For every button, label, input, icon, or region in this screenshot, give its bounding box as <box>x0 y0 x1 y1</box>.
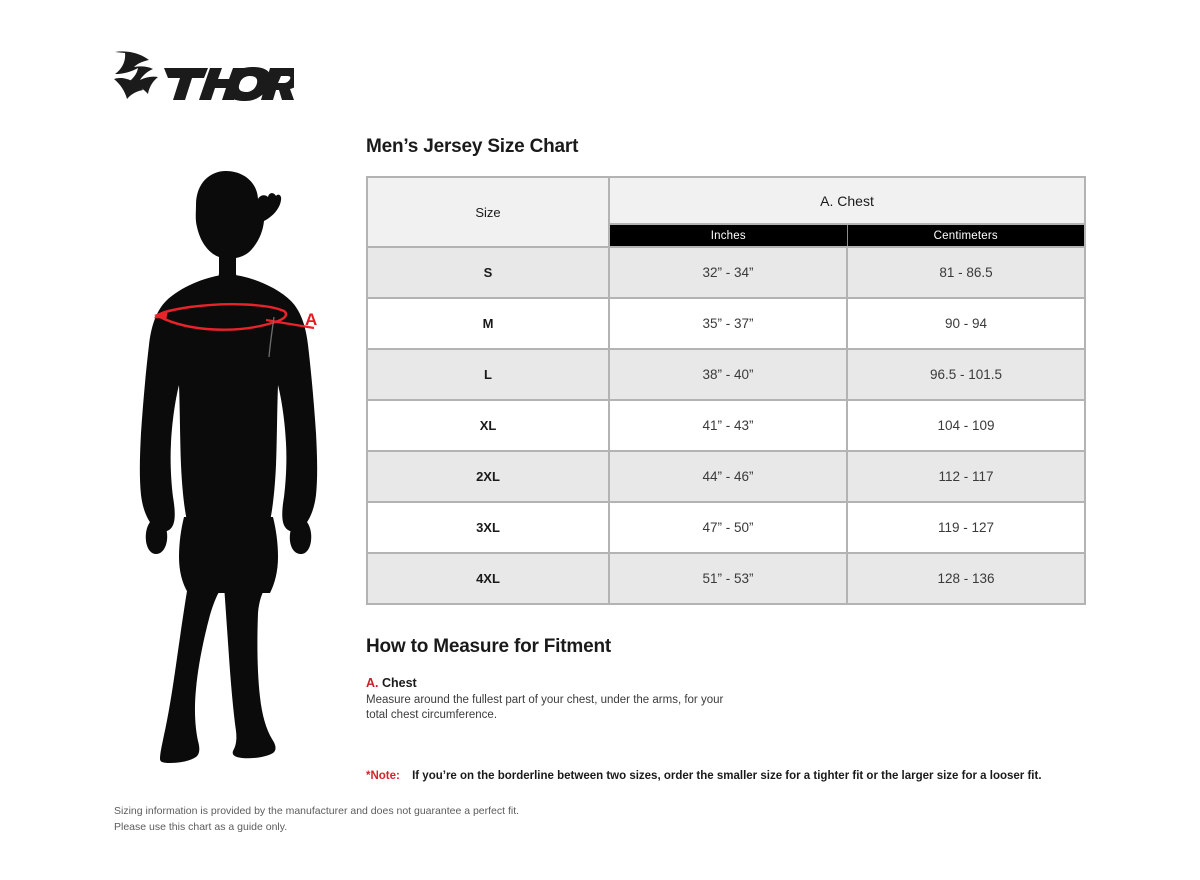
measure-item-chest: A. Chest Measure around the fullest part… <box>366 675 1066 723</box>
cell-size: L <box>366 348 610 401</box>
cell-inches: 38” - 40” <box>608 348 848 401</box>
cell-size: XL <box>366 399 610 452</box>
cell-size: 3XL <box>366 501 610 554</box>
header-inches: Inches <box>608 223 848 248</box>
header-chest-group: A. Chest <box>607 175 1087 226</box>
table-row: 2XL 44” - 46” 112 - 117 <box>366 450 1087 503</box>
cell-centimeters: 128 - 136 <box>845 552 1087 605</box>
table-row: L 38” - 40” 96.5 - 101.5 <box>366 348 1087 401</box>
thor-hammer-logo <box>112 48 303 110</box>
measure-name: Chest <box>381 676 417 690</box>
size-chart-body: S 32” - 34” 81 - 86.5 M 35” - 37” 90 - 9… <box>366 246 1087 605</box>
cell-size: 4XL <box>366 552 610 605</box>
male-body-silhouette <box>118 165 338 765</box>
table-header-row: Size A. Chest <box>366 175 1087 248</box>
disclaimer-line-2: Please use this chart as a guide only. <box>114 821 288 833</box>
table-row: 3XL 47” - 50” 119 - 127 <box>366 501 1087 554</box>
table-row: S 32” - 34” 81 - 86.5 <box>366 246 1087 299</box>
header-size: Size <box>366 176 610 248</box>
disclaimer: Sizing information is provided by the ma… <box>114 803 519 835</box>
disclaimer-line-1: Sizing information is provided by the ma… <box>114 805 520 817</box>
how-to-measure-title: How to Measure for Fitment <box>366 636 611 657</box>
table-subheader-row: Inches Centimeters <box>367 223 1087 248</box>
cell-inches: 32” - 34” <box>608 246 848 299</box>
cell-centimeters: 81 - 86.5 <box>845 246 1087 299</box>
table-row: XL 41” - 43” 104 - 109 <box>366 399 1087 452</box>
cell-inches: 51” - 53” <box>608 552 848 605</box>
cell-centimeters: 119 - 127 <box>845 501 1087 554</box>
note-line: *Note: If you’re on the borderline betwe… <box>366 770 1042 782</box>
table-title-wrap: Men’s Jersey Size Chart <box>366 136 1086 158</box>
header-centimeters: Centimeters <box>846 223 1087 248</box>
cell-inches: 47” - 50” <box>608 501 848 554</box>
table-row: 4XL 51” - 53” 128 - 136 <box>366 552 1087 605</box>
measure-marker-a-label: A <box>305 310 318 329</box>
how-to-measure-section: How to Measure for Fitment A. Chest Meas… <box>366 636 1066 723</box>
note-label: *Note: <box>366 770 400 782</box>
table-row: M 35” - 37” 90 - 94 <box>366 297 1087 350</box>
cell-size: S <box>366 246 610 299</box>
cell-inches: 41” - 43” <box>608 399 848 452</box>
measure-item-heading: A. Chest <box>366 675 1066 691</box>
measure-item-description: Measure around the fullest part of your … <box>366 693 1066 723</box>
cell-centimeters: 104 - 109 <box>845 399 1087 452</box>
cell-size: M <box>366 297 610 350</box>
note-text: If you’re on the borderline between two … <box>412 770 1042 782</box>
cell-inches: 44” - 46” <box>608 450 848 503</box>
measure-description-line-2: total chest circumference. <box>366 709 498 721</box>
cell-size: 2XL <box>366 450 610 503</box>
page-title: Men’s Jersey Size Chart <box>366 136 579 157</box>
cell-centimeters: 96.5 - 101.5 <box>845 348 1087 401</box>
measure-description-line-1: Measure around the fullest part of your … <box>366 694 724 706</box>
measure-letter: A. <box>366 676 379 690</box>
cell-centimeters: 112 - 117 <box>845 450 1087 503</box>
cell-centimeters: 90 - 94 <box>845 297 1087 350</box>
size-chart-table: Size A. Chest Inches Centimeters S 32” -… <box>366 175 1087 605</box>
cell-inches: 35” - 37” <box>608 297 848 350</box>
